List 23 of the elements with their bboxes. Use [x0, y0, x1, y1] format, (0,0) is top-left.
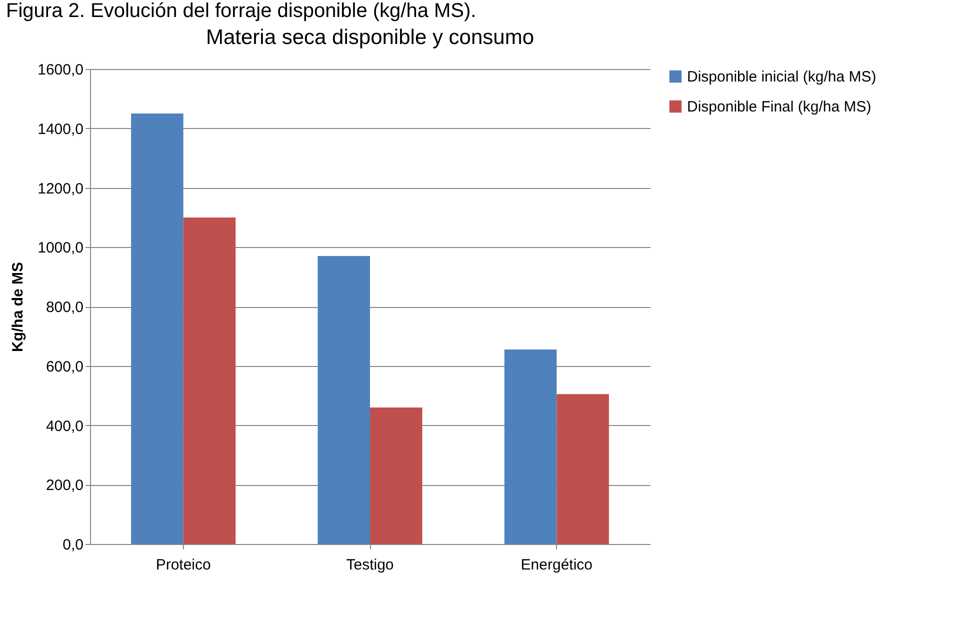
text: Figura 2. Evolución del forraje disponible (kg/ha MS).: [6, 0, 478, 22]
y-tick-label: 200,0: [46, 477, 84, 494]
x-tick-label: Energético: [520, 556, 593, 574]
x-tick-label: Testigo: [346, 556, 394, 574]
y-axis-title: Kg/ha de MS: [10, 262, 27, 352]
bar: [504, 350, 557, 544]
y-tick-label: 1200,0: [38, 180, 84, 198]
bar: [183, 217, 236, 544]
y-tick-label: 400,0: [46, 418, 84, 435]
legend-label: Disponible inicial (kg/ha MS): [687, 68, 876, 86]
bar: [556, 394, 609, 544]
x-tick-label: Proteico: [156, 556, 211, 574]
y-tick-label: 1000,0: [38, 240, 84, 257]
y-tick-label: 800,0: [46, 299, 84, 316]
bar: [131, 114, 184, 544]
bar: [370, 407, 422, 544]
y-tick-label: 1400,0: [38, 120, 84, 138]
y-tick-label: 600,0: [46, 358, 84, 376]
bar: [318, 256, 370, 544]
chart-title: Materia seca disponible y consumo: [206, 26, 534, 49]
y-tick-label: 0,0: [62, 536, 84, 554]
y-tick-label: 1600,0: [38, 62, 84, 78]
legend-label: Disponible Final (kg/ha MS): [687, 98, 872, 116]
